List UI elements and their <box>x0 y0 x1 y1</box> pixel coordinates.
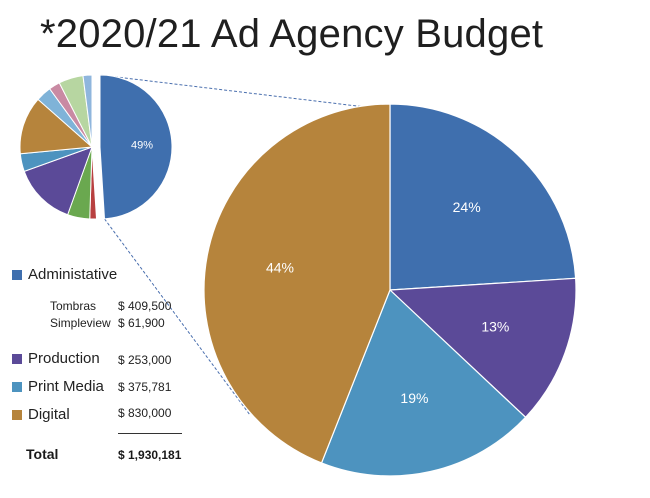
legend-swatch-administrative <box>12 269 22 280</box>
connector-lines <box>99 74 391 416</box>
overview-slice-3 <box>23 146 93 216</box>
total-divider <box>118 433 182 434</box>
total-label: Total <box>26 446 59 462</box>
overview-slice-9 <box>82 74 93 148</box>
breakdown-slice-label-0: 24% <box>453 199 481 215</box>
production-amount: $ 253,000 <box>118 353 172 367</box>
breakdown-slice-3 <box>203 103 391 464</box>
legend-production: Production <box>12 350 100 367</box>
legend-label-production: Production <box>28 350 100 367</box>
chart-title: *2020/21 Ad Agency Budget <box>40 12 544 56</box>
legend-administrative: Administative <box>12 266 117 283</box>
simpleview-amount: $ 61,900 <box>118 316 165 330</box>
breakdown-slice-2 <box>320 288 527 477</box>
overview-slice-5 <box>19 98 94 155</box>
legend-label-print-media: Print Media <box>28 378 104 395</box>
legend-print-media: Print Media <box>12 378 104 395</box>
breakdown-pie: 24% 13% 19% 44% <box>203 103 577 477</box>
breakdown-slice-label-3: 44% <box>266 260 294 276</box>
digital-amount: $ 830,000 <box>118 406 172 420</box>
simpleview-label: Simpleview <box>50 316 111 330</box>
legend-label-digital: Digital <box>28 406 70 423</box>
tombras-label: Tombras <box>50 299 97 313</box>
print-media-amount: $ 375,781 <box>118 380 172 394</box>
legend-digital: Digital <box>12 406 70 423</box>
overview-slice-0 <box>99 74 173 220</box>
breakdown-slice-label-2: 19% <box>400 390 428 406</box>
legend-swatch-digital <box>12 409 22 420</box>
total-value: $ 1,930,181 <box>118 448 182 462</box>
legend-swatch-production <box>12 353 22 364</box>
legend-swatch-print-media <box>12 381 22 392</box>
overview-pie: 49% <box>19 74 173 220</box>
breakdown-slice-label-1: 13% <box>481 319 509 335</box>
tombras-amount: $ 409,500 <box>118 299 172 313</box>
breakdown-slice-1 <box>388 277 577 419</box>
legend-label-administrative: Administative <box>28 266 118 283</box>
connector-line-top <box>99 74 391 111</box>
overview-slice-label-0: 49% <box>131 140 153 152</box>
connector-line-bottom <box>104 218 251 416</box>
breakdown-slice-0 <box>389 103 577 291</box>
